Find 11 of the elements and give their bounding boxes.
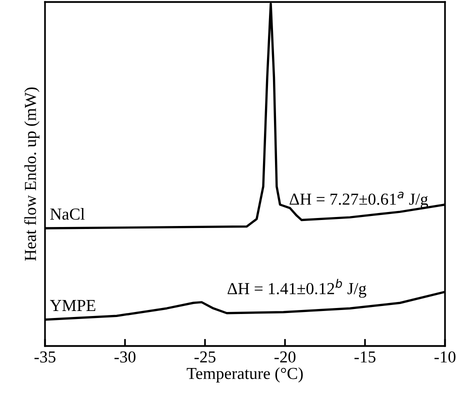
series-label: YMPE bbox=[50, 300, 96, 311]
x-tick-label: -15 bbox=[354, 351, 376, 363]
x-tick-label: -10 bbox=[434, 351, 456, 363]
annotation: ΔH = 1.41±0.12$^{b}$ J/g bbox=[228, 278, 366, 298]
x-tick-label: -20 bbox=[274, 351, 296, 363]
y-axis-title: Heat flow Endo. up (mW) bbox=[24, 87, 40, 261]
x-axis-title: Temperature (°C) bbox=[186, 367, 303, 382]
x-tick-label: -25 bbox=[194, 351, 216, 363]
series-label: NaCl bbox=[50, 208, 85, 220]
x-tick-label: -30 bbox=[114, 351, 136, 363]
x-tick-label: -35 bbox=[34, 351, 56, 363]
